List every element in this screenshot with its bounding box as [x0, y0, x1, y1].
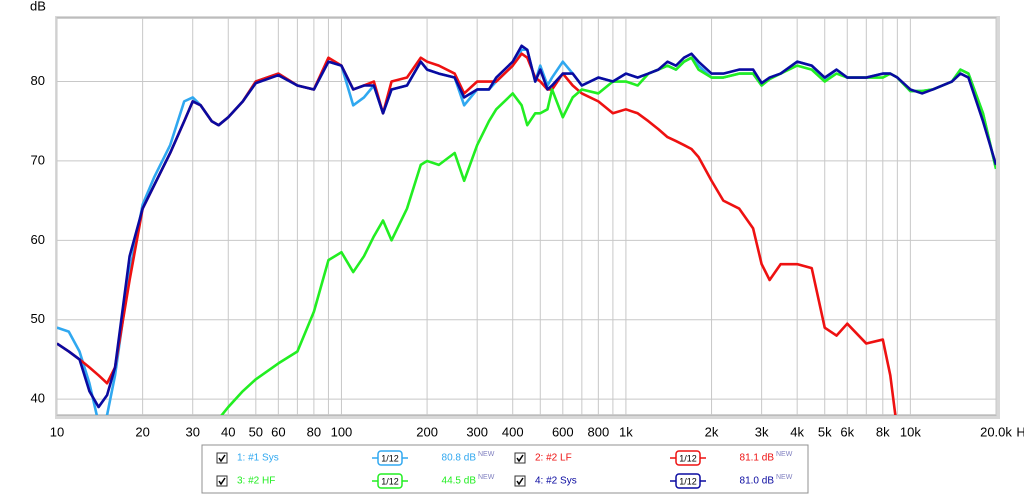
legend-level: 80.8 dB [442, 453, 477, 464]
legend-badge: NEW [776, 474, 793, 481]
y-tick-label: 50 [31, 311, 45, 326]
legend-check [516, 454, 524, 463]
x-tick-label: 30 [185, 424, 199, 439]
smoothing-box[interactable] [675, 473, 701, 489]
x-tick-label: 8k [876, 424, 890, 439]
x-tick-label: 20 [135, 424, 149, 439]
x-tick-label: 600 [552, 424, 574, 439]
legend-badge: NEW [478, 474, 495, 481]
smoothing-label: 1/12 [679, 476, 697, 486]
x-tick-label: 200 [416, 424, 438, 439]
y-tick-label: 70 [31, 152, 45, 167]
y-tick-label: 60 [31, 232, 45, 247]
smoothing-label: 1/12 [381, 476, 399, 486]
legend-checkbox[interactable] [514, 452, 526, 464]
legend-check [218, 477, 226, 486]
x-tick-label: 40 [221, 424, 235, 439]
x-tick-label: 3k [755, 424, 769, 439]
legend-check [218, 454, 226, 463]
legend-checkbox[interactable] [216, 452, 228, 464]
x-tick-label: 1k [619, 424, 633, 439]
x-tick-label: 20.0k [980, 424, 1012, 439]
x-tick-label: 300 [466, 424, 488, 439]
y-tick-label: 40 [31, 391, 45, 406]
x-tick-label: 80 [307, 424, 321, 439]
legend-check [516, 477, 524, 486]
legend-level: 44.5 dB [442, 476, 477, 487]
x-tick-label: 10 [50, 424, 64, 439]
smoothing-label: 1/12 [679, 453, 697, 463]
smoothing-label: 1/12 [381, 453, 399, 463]
x-tick-label: 10k [900, 424, 921, 439]
x-tick-label: 800 [587, 424, 609, 439]
legend [201, 444, 809, 494]
series-line [57, 44, 996, 409]
plot-area [56, 17, 997, 416]
legend-label: 3: #2 HF [237, 476, 275, 487]
x-tick-label: 100 [331, 424, 353, 439]
legend-checkbox[interactable] [216, 475, 228, 487]
smoothing-box[interactable] [377, 450, 403, 466]
x-axis-unit: Hz [1016, 424, 1024, 439]
x-tick-label: 400 [502, 424, 524, 439]
legend-badge: NEW [478, 451, 495, 458]
legend-level: 81.0 dB [740, 476, 775, 487]
legend-label: 4: #2 Sys [535, 476, 577, 487]
x-tick-label: 5k [818, 424, 832, 439]
x-tick-label: 6k [840, 424, 854, 439]
legend-badge: NEW [776, 451, 793, 458]
x-tick-label: 60 [271, 424, 285, 439]
legend-label: 2: #2 LF [535, 453, 572, 464]
x-tick-label: 50 [249, 424, 263, 439]
y-tick-label: 80 [31, 73, 45, 88]
legend-label: 1: #1 Sys [237, 453, 279, 464]
smoothing-box[interactable] [675, 450, 701, 466]
smoothing-box[interactable] [377, 473, 403, 489]
x-tick-label: 4k [790, 424, 804, 439]
legend-level: 81.1 dB [740, 453, 775, 464]
y-axis-label: dB [30, 0, 46, 13]
legend-checkbox[interactable] [514, 475, 526, 487]
x-tick-label: 2k [705, 424, 719, 439]
